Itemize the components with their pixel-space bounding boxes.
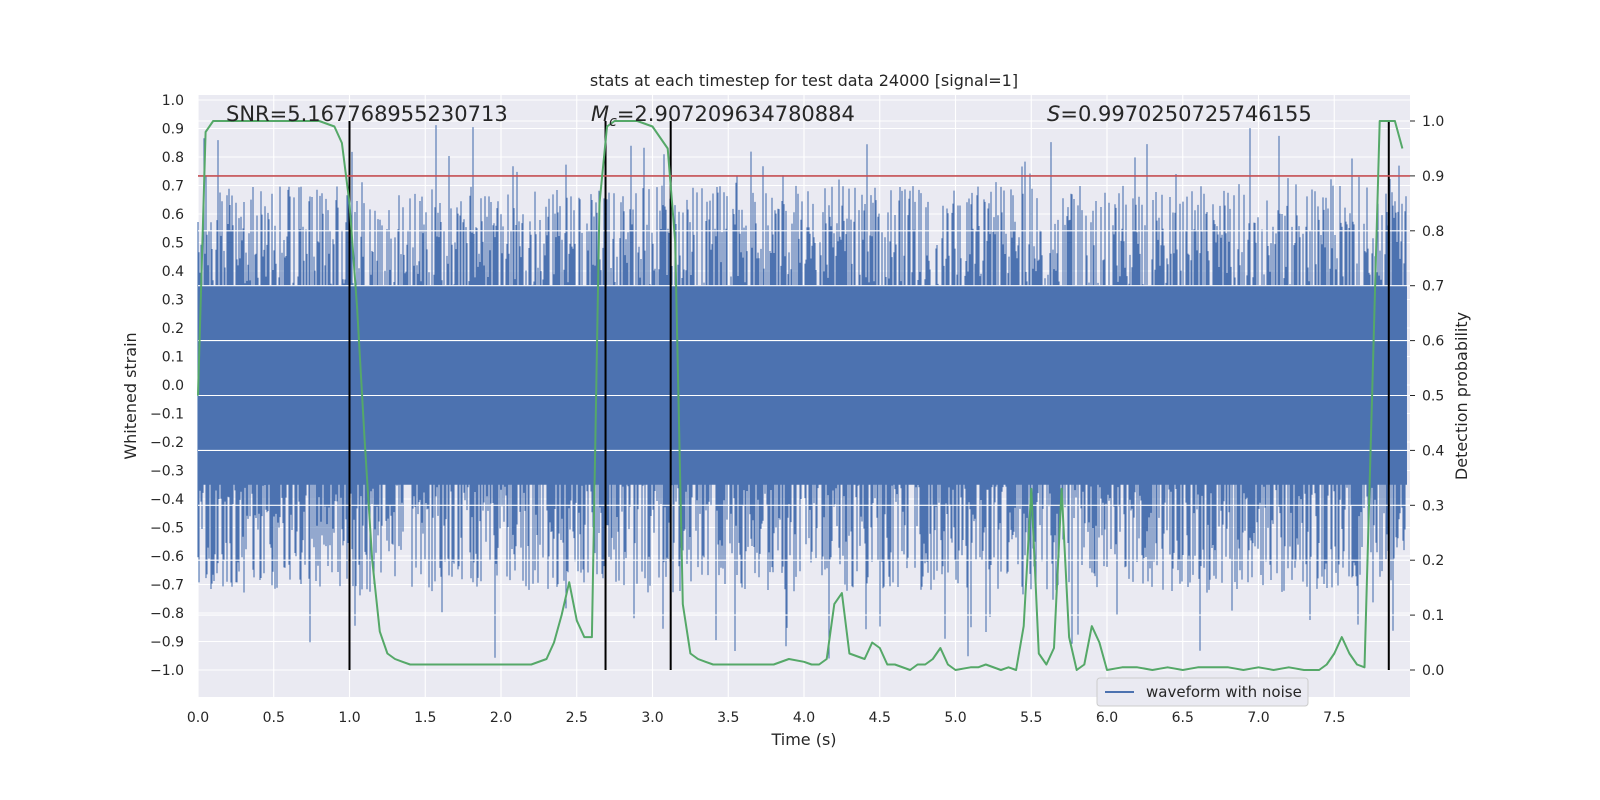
mc-subscript: c: [609, 114, 617, 130]
y-left-tick-label: −0.5: [150, 521, 184, 537]
legend-box: [1096, 677, 1309, 707]
y-axis-right-label: Detection probability: [1452, 312, 1471, 480]
y-right-tick-label: 0.0: [1422, 663, 1444, 679]
statistic-annotation: S=0.9970250725746155: [1047, 102, 1312, 126]
y-right-tick-labels: 1.0 0.9 0.8 0.7 0.6 0.5 0.4 0.3 0.2 0.1 0.0: [1410, 114, 1444, 679]
x-tick-label: 1.5: [414, 710, 436, 726]
y-left-tick-label: 1.0: [162, 93, 184, 109]
x-axis-label: Time (s): [770, 730, 836, 749]
chirp-mass-annotation: Mc=2.907209634780884: [591, 102, 855, 130]
y-left-tick-label: −0.8: [150, 606, 184, 622]
x-tick-label: 2.5: [566, 710, 588, 726]
y-left-tick-label: −0.7: [150, 578, 184, 594]
y-right-tick-label: 0.9: [1422, 169, 1444, 185]
y-left-tick-label: −0.4: [150, 492, 184, 508]
y-left-tick-label: 0.2: [162, 321, 184, 337]
legend: waveform with noise: [1096, 677, 1309, 707]
y-left-tick-label: −0.1: [150, 407, 184, 423]
x-tick-label: 4.0: [793, 710, 815, 726]
x-tick-label: 5.0: [944, 710, 966, 726]
y-left-tick-label: 0.1: [162, 350, 184, 366]
s-value: =0.9970250725746155: [1060, 102, 1311, 126]
x-tick-label: 0.5: [263, 710, 285, 726]
y-left-tick-label: 0.3: [162, 293, 184, 309]
y-left-tick-label: 0.7: [162, 179, 184, 195]
y-axis-left-label: Whitened strain: [121, 332, 140, 459]
waveform-series: [197, 125, 1407, 659]
x-tick-labels: 0.0 0.5 1.0 1.5 2.0 2.5 3.0 3.5 4.0 4.5 5.0 5.5 6.0 6…: [187, 710, 1346, 726]
x-tick-label: 4.5: [869, 710, 891, 726]
y-left-tick-label: −0.2: [150, 435, 184, 451]
y-right-tick-label: 1.0: [1422, 114, 1444, 130]
probability-series: [197, 120, 1404, 671]
y-left-tick-labels: 1.0 0.9 0.8 0.7 0.6 0.5 0.4 0.3 0.2 0.1 0.0 −0.1 −0.…: [150, 93, 184, 679]
y-right-tick-label: 0.1: [1422, 608, 1444, 624]
x-tick-label: 5.5: [1020, 710, 1042, 726]
x-tick-label: 6.5: [1172, 710, 1194, 726]
y-right-tick-label: 0.8: [1422, 224, 1444, 240]
y-left-tick-label: −0.6: [150, 549, 184, 565]
y-right-tick-label: 0.3: [1422, 498, 1444, 514]
legend-label: waveform with noise: [1146, 683, 1302, 701]
y-right-tick-label: 0.7: [1422, 279, 1444, 295]
x-tick-label: 2.0: [490, 710, 512, 726]
x-tick-label: 3.5: [717, 710, 739, 726]
chart-title: stats at each timestep for test data 240…: [590, 71, 1018, 90]
y-left-tick-label: −0.9: [150, 635, 184, 651]
x-tick-label: 3.0: [641, 710, 663, 726]
mc-symbol: M: [591, 102, 609, 126]
probability-line: [197, 120, 1404, 671]
y-left-tick-label: −0.3: [150, 464, 184, 480]
y-left-tick-label: −1.0: [150, 663, 184, 679]
y-right-tick-label: 0.5: [1422, 389, 1444, 405]
y-left-tick-label: 0.4: [162, 264, 184, 280]
y-left-tick-label: 0.5: [162, 236, 184, 252]
snr-annotation: SNR=5.167768955230713: [226, 102, 508, 126]
y-left-tick-label: 0.6: [162, 207, 184, 223]
y-left-tick-label: 0.9: [162, 122, 184, 138]
y-right-tick-label: 0.6: [1422, 334, 1444, 350]
x-tick-label: 7.5: [1323, 710, 1345, 726]
mc-value: =2.907209634780884: [617, 102, 855, 126]
x-tick-label: 6.0: [1096, 710, 1118, 726]
x-tick-label: 7.0: [1247, 710, 1269, 726]
x-tick-label: 0.0: [187, 710, 209, 726]
y-left-tick-label: 0.0: [162, 378, 184, 394]
y-right-tick-label: 0.4: [1422, 443, 1444, 459]
y-right-tick-label: 0.2: [1422, 553, 1444, 569]
s-symbol: S: [1047, 102, 1060, 126]
x-tick-label: 1.0: [338, 710, 360, 726]
y-left-tick-label: 0.8: [162, 150, 184, 166]
